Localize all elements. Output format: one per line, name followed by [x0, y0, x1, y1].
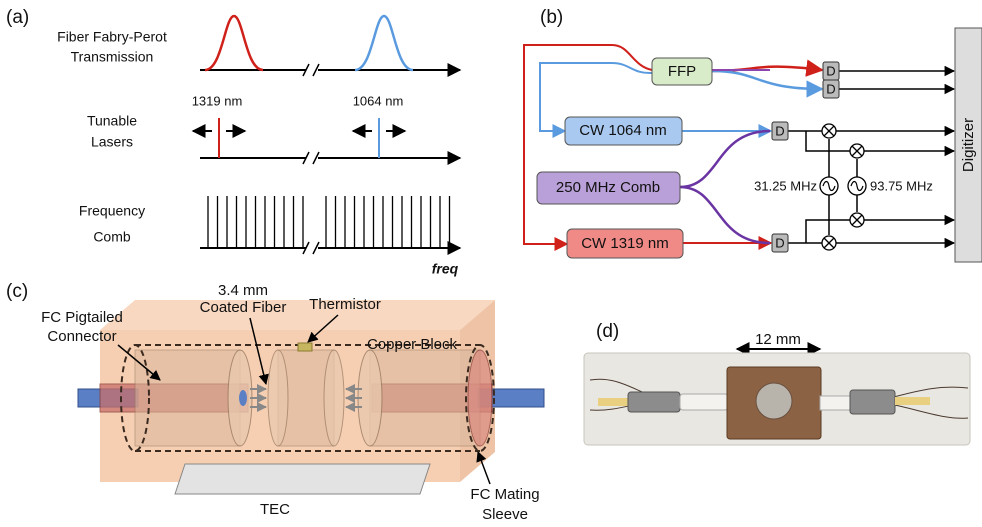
axis-break: [303, 64, 319, 76]
row-label: Lasers: [91, 134, 133, 150]
panel-label: (c): [6, 281, 28, 302]
cylinder: [370, 350, 480, 446]
comb-label: 250 MHz Comb: [556, 179, 660, 196]
panel-label: (b): [540, 7, 563, 28]
cw-1319-label: CW 1319 nm: [581, 235, 669, 252]
axis-break: [303, 152, 319, 164]
row-label: Frequency: [79, 203, 145, 219]
cw-1064-label: CW 1064 nm: [579, 122, 667, 139]
row-label: Comb: [93, 229, 131, 245]
detector-label: D: [826, 63, 835, 78]
cylinder-end: [324, 350, 344, 446]
row-label: Fiber Fabry-Perot: [57, 29, 167, 45]
blue-peak: [355, 16, 413, 70]
callout-label: 3.4 mm: [218, 282, 268, 299]
wiring: [788, 71, 954, 243]
callout-label: Connector: [47, 328, 116, 345]
detector-label: D: [775, 123, 784, 138]
panel-b: (b) Digitizer FFP CW 1064 nm 250 MHz Com…: [524, 7, 982, 262]
callout-label: TEC: [260, 501, 290, 518]
fiber-jacket: [598, 398, 628, 406]
ferrule: [680, 394, 728, 410]
callout-label: FC Pigtailed: [41, 309, 123, 326]
connector: [850, 390, 895, 414]
panel-a: (a) Fiber Fabry-Perot Transmission 1319 …: [6, 7, 460, 277]
scale-label: 12 mm: [755, 331, 801, 348]
block-bore: [756, 383, 792, 419]
panel-c: (c) 3.4 mm Coated Fiber Thermistor FC Pi…: [6, 281, 544, 523]
panel-label: (a): [6, 7, 29, 28]
panel-d: (d) 12 mm: [584, 321, 970, 445]
fiber-jacket: [895, 397, 930, 405]
callout-label: Copper Block: [367, 336, 458, 353]
block-top: [100, 300, 495, 330]
callout-label: Thermistor: [309, 296, 381, 313]
cylinder: [135, 350, 240, 446]
ffp-label: FFP: [668, 63, 696, 80]
wavelength-label: 1064 nm: [353, 93, 404, 108]
row-label: Tunable: [87, 113, 137, 129]
lo-label: 93.75 MHz: [870, 178, 933, 193]
cylinder-end: [468, 350, 492, 446]
row-label: Transmission: [71, 49, 154, 65]
cylinder-end: [268, 350, 288, 446]
thermistor: [298, 343, 312, 351]
figure: (a) Fiber Fabry-Perot Transmission 1319 …: [0, 0, 982, 527]
fiber-core: [239, 390, 247, 406]
callout-label: Coated Fiber: [200, 299, 287, 316]
lo-label: 31.25 MHz: [754, 178, 817, 193]
detector-label: D: [826, 81, 835, 96]
tec: [175, 464, 430, 494]
oscillators: [820, 177, 866, 195]
purple-path: [680, 187, 770, 243]
callout-label: Sleeve: [482, 506, 528, 523]
digitizer-label: Digitizer: [960, 118, 977, 172]
blue-path: [712, 71, 822, 89]
ferrule: [820, 396, 850, 410]
detector-label: D: [775, 235, 784, 250]
comb-lines: [208, 196, 450, 248]
axis-label: freq: [432, 261, 459, 277]
panel-label: (d): [596, 321, 619, 342]
connector: [628, 392, 680, 412]
callout-label: FC Mating: [470, 486, 539, 503]
page: (a) Fiber Fabry-Perot Transmission 1319 …: [0, 0, 982, 527]
axis-break: [303, 242, 319, 254]
wavelength-label: 1319 nm: [192, 93, 243, 108]
red-peak: [205, 16, 263, 70]
